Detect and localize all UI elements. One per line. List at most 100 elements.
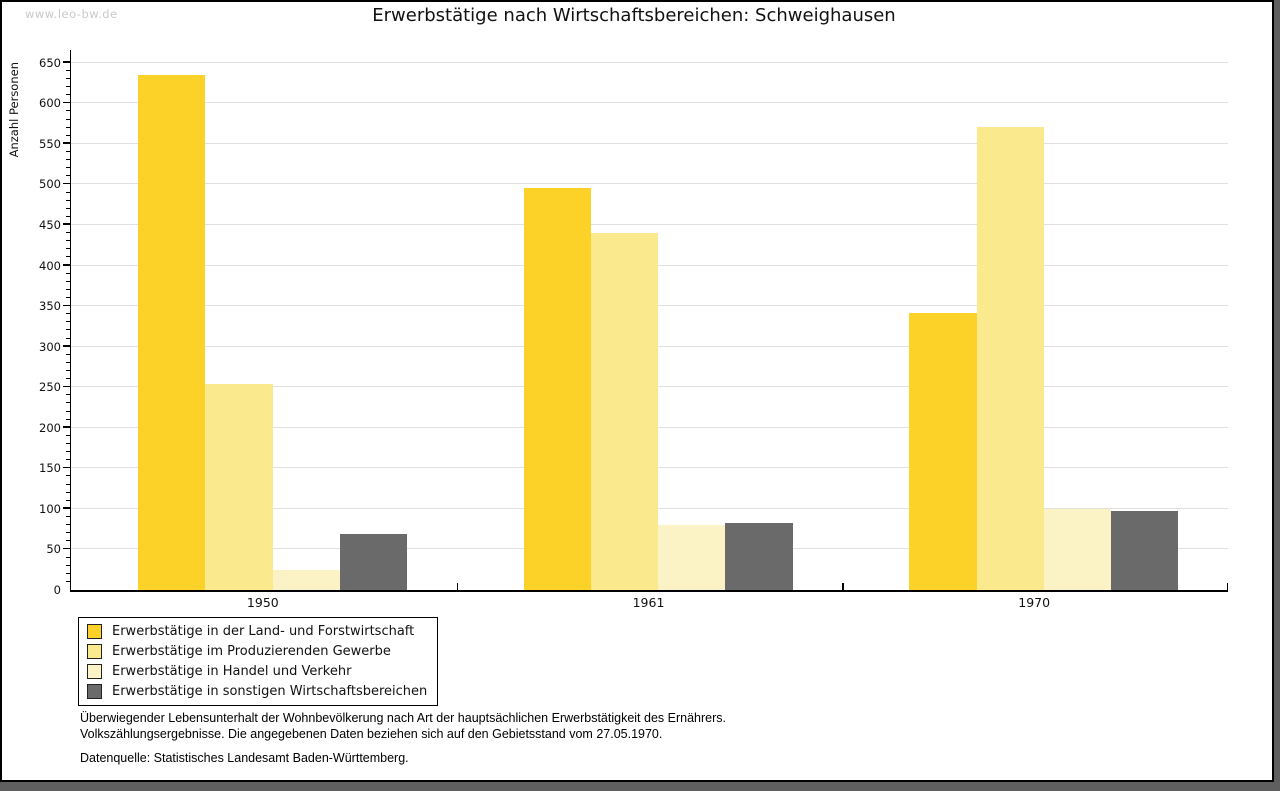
bar-erwerbst-tige-in-handel-und-verkehr-1961	[658, 525, 726, 590]
y-minor-tick	[66, 280, 71, 282]
y-minor-tick	[66, 215, 71, 217]
y-minor-tick	[66, 369, 71, 371]
bar-erwerbst-tige-im-produzierenden-gewerbe-1950	[205, 383, 273, 590]
footnote-line-1: Überwiegender Lebensunterhalt der Wohnbe…	[80, 711, 726, 725]
legend-swatch	[87, 623, 102, 639]
y-minor-tick	[66, 199, 71, 201]
data-source: Datenquelle: Statistisches Landesamt Bad…	[80, 751, 409, 765]
y-minor-tick	[66, 524, 71, 526]
gridline	[71, 142, 1228, 144]
y-major-tick	[63, 385, 71, 388]
y-tick-label: 650	[39, 55, 61, 70]
y-tick-label: 400	[39, 258, 61, 273]
gridline	[71, 61, 1228, 63]
y-minor-tick	[66, 532, 71, 534]
y-minor-tick	[66, 256, 71, 258]
y-minor-tick	[66, 175, 71, 177]
y-minor-tick	[66, 118, 71, 120]
y-major-tick	[63, 182, 71, 185]
y-minor-tick	[66, 394, 71, 396]
y-minor-tick	[66, 329, 71, 331]
x-category-label: 1950	[246, 595, 279, 610]
y-tick-label: 50	[46, 542, 61, 557]
x-tick	[842, 583, 844, 590]
y-minor-tick	[66, 240, 71, 242]
y-minor-tick	[66, 126, 71, 128]
bar-erwerbst-tige-in-sonstigen-wirtschaftsbereichen-1950	[339, 534, 407, 590]
y-minor-tick	[66, 491, 71, 493]
footnote: Überwiegender Lebensunterhalt der Wohnbe…	[80, 711, 726, 742]
gridline	[71, 102, 1228, 104]
y-tick-label: 350	[39, 299, 61, 314]
y-minor-tick	[66, 207, 71, 209]
legend-swatch	[87, 663, 102, 679]
legend-item: Erwerbstätige in der Land- und Forstwirt…	[87, 621, 427, 641]
y-tick-label: 300	[39, 339, 61, 354]
y-minor-tick	[66, 150, 71, 152]
y-major-tick	[63, 304, 71, 307]
legend-swatch	[87, 683, 102, 699]
legend: Erwerbstätige in der Land- und Forstwirt…	[78, 617, 439, 706]
y-tick-label: 600	[39, 96, 61, 111]
legend-item: Erwerbstätige in Handel und Verkehr	[87, 661, 427, 681]
gridline	[71, 183, 1228, 185]
y-minor-tick	[66, 110, 71, 112]
y-minor-tick	[66, 86, 71, 88]
y-minor-tick	[66, 580, 71, 582]
y-minor-tick	[66, 402, 71, 404]
y-minor-tick	[66, 191, 71, 193]
y-major-tick	[63, 61, 71, 63]
y-minor-tick	[66, 248, 71, 250]
chart-title: Erwerbstätige nach Wirtschaftsbereichen:…	[372, 5, 896, 26]
y-minor-tick	[66, 378, 71, 380]
plot-area	[63, 50, 1228, 592]
y-tick-label: 250	[39, 380, 61, 395]
bar-erwerbst-tige-im-produzierenden-gewerbe-1970	[976, 126, 1044, 590]
x-tick	[456, 583, 459, 590]
bar-erwerbst-tige-in-der-land-und-forstwirtschaft-1961	[523, 188, 591, 590]
legend-swatch	[87, 643, 102, 659]
y-minor-tick	[66, 313, 71, 315]
y-minor-tick	[66, 159, 71, 161]
y-minor-tick	[66, 134, 71, 136]
bar-erwerbst-tige-in-handel-und-verkehr-1950	[272, 569, 340, 590]
y-major-tick	[63, 507, 71, 509]
x-category-label: 1961	[632, 595, 665, 610]
legend-item: Erwerbstätige in sonstigen Wirtschaftsbe…	[87, 681, 427, 701]
y-minor-tick	[66, 483, 71, 485]
bar-erwerbst-tige-in-der-land-und-forstwirtschaft-1950	[138, 74, 206, 590]
y-minor-tick	[66, 556, 71, 558]
y-tick-label: 200	[39, 420, 61, 435]
bar-erwerbst-tige-im-produzierenden-gewerbe-1961	[590, 233, 659, 590]
y-minor-tick	[66, 69, 71, 71]
y-minor-tick	[66, 418, 71, 420]
legend-label: Erwerbstätige in sonstigen Wirtschaftsbe…	[112, 683, 428, 699]
y-minor-tick	[66, 459, 71, 461]
y-minor-tick	[66, 321, 71, 323]
y-minor-tick	[66, 94, 71, 96]
y-major-tick	[63, 101, 71, 104]
y-major-tick	[63, 264, 71, 266]
y-tick-label: 550	[39, 136, 61, 151]
y-minor-tick	[66, 516, 71, 517]
y-minor-tick	[66, 288, 71, 290]
y-tick-label: 150	[39, 461, 61, 476]
gridline	[71, 223, 1228, 225]
y-minor-tick	[66, 499, 71, 501]
y-minor-tick	[66, 540, 71, 542]
y-major-tick	[63, 426, 71, 428]
y-minor-tick	[66, 296, 71, 298]
footnote-line-2: Volkszählungsergebnisse. Die angegebenen…	[80, 726, 663, 741]
y-minor-tick	[66, 442, 71, 444]
y-major-tick	[63, 547, 71, 550]
bar-erwerbst-tige-in-der-land-und-forstwirtschaft-1970	[909, 312, 977, 590]
y-major-tick	[63, 223, 71, 225]
y-major-tick	[63, 466, 71, 469]
y-minor-tick	[66, 232, 71, 234]
y-tick-label: 500	[39, 177, 61, 192]
x-category-label: 1970	[1018, 595, 1051, 610]
y-major-tick	[63, 142, 71, 144]
y-minor-tick	[66, 77, 71, 79]
y-minor-tick	[66, 475, 71, 477]
x-tick	[1226, 583, 1228, 590]
